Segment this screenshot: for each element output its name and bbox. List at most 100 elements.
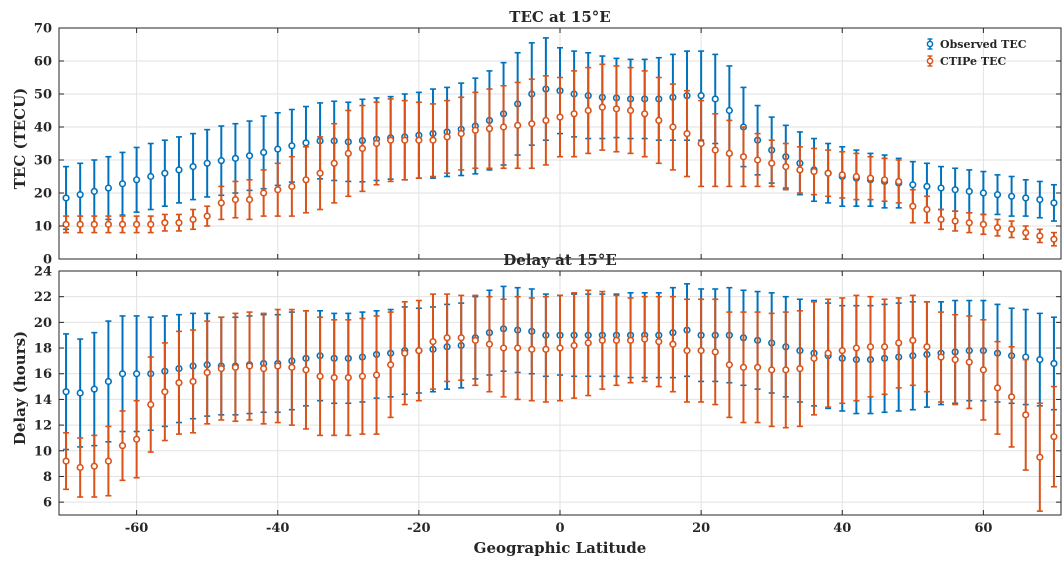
tec-y-tick-label-70: 70 — [34, 22, 52, 37]
delay-ctipe-tec-marker — [1036, 453, 1044, 461]
tec-ctipe-tec-marker — [372, 139, 381, 148]
delay-ctipe-tec-marker — [245, 362, 254, 370]
tec-ctipe-tec-marker — [104, 220, 112, 228]
delay-ctipe-tec-marker — [753, 363, 762, 371]
delay-ctipe-tec-point — [358, 317, 367, 435]
tec-ctipe-tec-point — [330, 122, 338, 204]
delay-ctipe-tec-marker — [1050, 433, 1058, 441]
delay-y-tick-label-8: 8 — [43, 470, 52, 485]
tec-ctipe-tec-marker — [147, 220, 155, 228]
tec-ctipe-tec-marker — [895, 177, 903, 186]
tec-ctipe-tec-marker — [499, 123, 508, 131]
tec-ctipe-tec-marker — [1050, 235, 1058, 243]
tec-ctipe-tec-point — [457, 96, 465, 171]
delay-ctipe-tec-marker — [598, 336, 606, 344]
delay-ctipe-tec-point — [669, 295, 677, 393]
tec-ctipe-tec-marker — [161, 219, 169, 227]
tec-ctipe-tec-point — [189, 208, 197, 231]
tec-observed-tec-marker — [923, 182, 931, 190]
delay-ctipe-tec-point — [372, 315, 381, 435]
delay-observed-tec-point — [76, 338, 84, 448]
x-tick-label-20: 20 — [692, 521, 710, 536]
tec-observed-tec-point — [1008, 175, 1016, 217]
tec-ctipe-tec-marker — [217, 199, 225, 207]
tec-ctipe-tec-point — [288, 155, 296, 217]
tec-ctipe-tec-point — [612, 65, 621, 153]
legend-entry-ctipe-tec: CTIPe TEC — [926, 55, 1006, 68]
delay-ctipe-tec-point — [612, 294, 621, 387]
tec-ctipe-tec-point — [161, 213, 169, 232]
tec-ctipe-tec-point — [824, 149, 832, 198]
delay-ctipe-tec-marker — [979, 366, 987, 374]
x-tick-label-60: 60 — [974, 521, 992, 536]
tec-ctipe-tec-point — [895, 159, 903, 204]
tec-observed-tec-marker — [104, 184, 112, 192]
delay-ctipe-tec-marker — [711, 348, 719, 356]
tec-observed-tec-marker — [1050, 199, 1058, 207]
delay-ctipe-tec-marker — [612, 336, 621, 344]
tec-ctipe-tec-marker — [175, 219, 183, 227]
tec-ctipe-tec-point — [711, 113, 719, 188]
delay-ctipe-tec-marker — [923, 343, 931, 351]
tec-ctipe-tec-marker — [669, 123, 677, 131]
delay-ctipe-tec-marker — [485, 340, 494, 348]
delay-ctipe-tec-point — [471, 294, 479, 387]
tec-observed-tec-marker — [697, 92, 705, 100]
tec-ctipe-tec-marker — [288, 182, 296, 190]
delay-ctipe-tec-marker — [147, 400, 155, 409]
tec-series-ctipe-tec — [62, 63, 1058, 247]
delay-ctipe-tec-marker — [556, 344, 564, 352]
tec-ctipe-tec-marker — [302, 176, 310, 184]
tec-ctipe-tec-marker — [118, 220, 127, 228]
delay-ctipe-tec-marker — [90, 462, 98, 470]
tec-panel: 0 10 20 30 40 50 60 70 TEC at 15°E TEC (TECU) O… — [11, 8, 1062, 268]
delay-ctipe-tec-point — [528, 297, 536, 402]
delay-ctipe-tec-point — [570, 292, 578, 399]
delay-ctipe-tec-point — [1036, 402, 1044, 512]
tec-ctipe-tec-point — [344, 109, 352, 198]
delay-ctipe-tec-point — [584, 289, 592, 397]
tec-ctipe-tec-point — [909, 188, 917, 224]
tec-observed-tec-point — [993, 174, 1002, 216]
delay-ctipe-tec-marker — [570, 341, 578, 350]
tec-ctipe-tec-point — [358, 104, 367, 193]
delay-ctipe-tec-point — [499, 298, 508, 398]
delay-ctipe-tec-marker — [1008, 393, 1016, 401]
delay-ctipe-tec-point — [923, 301, 931, 393]
tec-observed-tec-marker — [951, 186, 959, 194]
tec-observed-tec-point — [147, 142, 155, 211]
tec-ctipe-tec-marker — [62, 220, 70, 228]
delay-ctipe-tec-point — [782, 311, 790, 429]
tec-ctipe-tec-point — [965, 212, 973, 234]
delay-observed-tec-marker — [1036, 356, 1044, 364]
tec-ctipe-tec-marker — [937, 215, 945, 223]
tec-observed-tec-marker — [231, 154, 240, 162]
delay-ctipe-tec-marker — [104, 457, 112, 465]
delay-y-tick-label-10: 10 — [34, 444, 52, 459]
tec-ctipe-tec-point — [768, 139, 776, 188]
tec-ctipe-tec-marker — [189, 215, 197, 223]
tec-ctipe-tec-marker — [626, 106, 635, 115]
tec-ctipe-tec-marker — [556, 113, 564, 121]
tec-ctipe-tec-marker — [485, 125, 494, 133]
tec-ctipe-tec-marker — [429, 136, 437, 144]
delay-ctipe-tec-point — [626, 297, 635, 384]
delay-observed-tec-marker — [76, 389, 84, 397]
delay-ctipe-tec-marker — [584, 339, 592, 347]
tec-observed-tec-marker — [1036, 196, 1044, 204]
delay-ctipe-tec-point — [739, 311, 748, 424]
tec-ctipe-tec-marker — [76, 220, 84, 228]
tec-ctipe-tec-marker — [260, 189, 268, 197]
tec-y-tick-label-40: 40 — [34, 121, 52, 136]
tec-observed-tec-marker — [260, 148, 268, 157]
delay-observed-tec-marker — [1050, 359, 1058, 368]
tec-ctipe-tec-point — [231, 180, 240, 219]
delay-ctipe-tec-marker — [217, 365, 225, 373]
tec-observed-tec-point — [118, 151, 127, 216]
delay-series-ctipe-tec — [62, 289, 1058, 512]
legend-marker-ctipe-tec — [926, 55, 934, 67]
delay-observed-tec-marker — [133, 370, 141, 378]
delay-ctipe-tec-marker — [669, 340, 677, 348]
tec-ctipe-tec-marker — [514, 121, 522, 129]
tec-ctipe-tec-marker — [133, 220, 141, 228]
